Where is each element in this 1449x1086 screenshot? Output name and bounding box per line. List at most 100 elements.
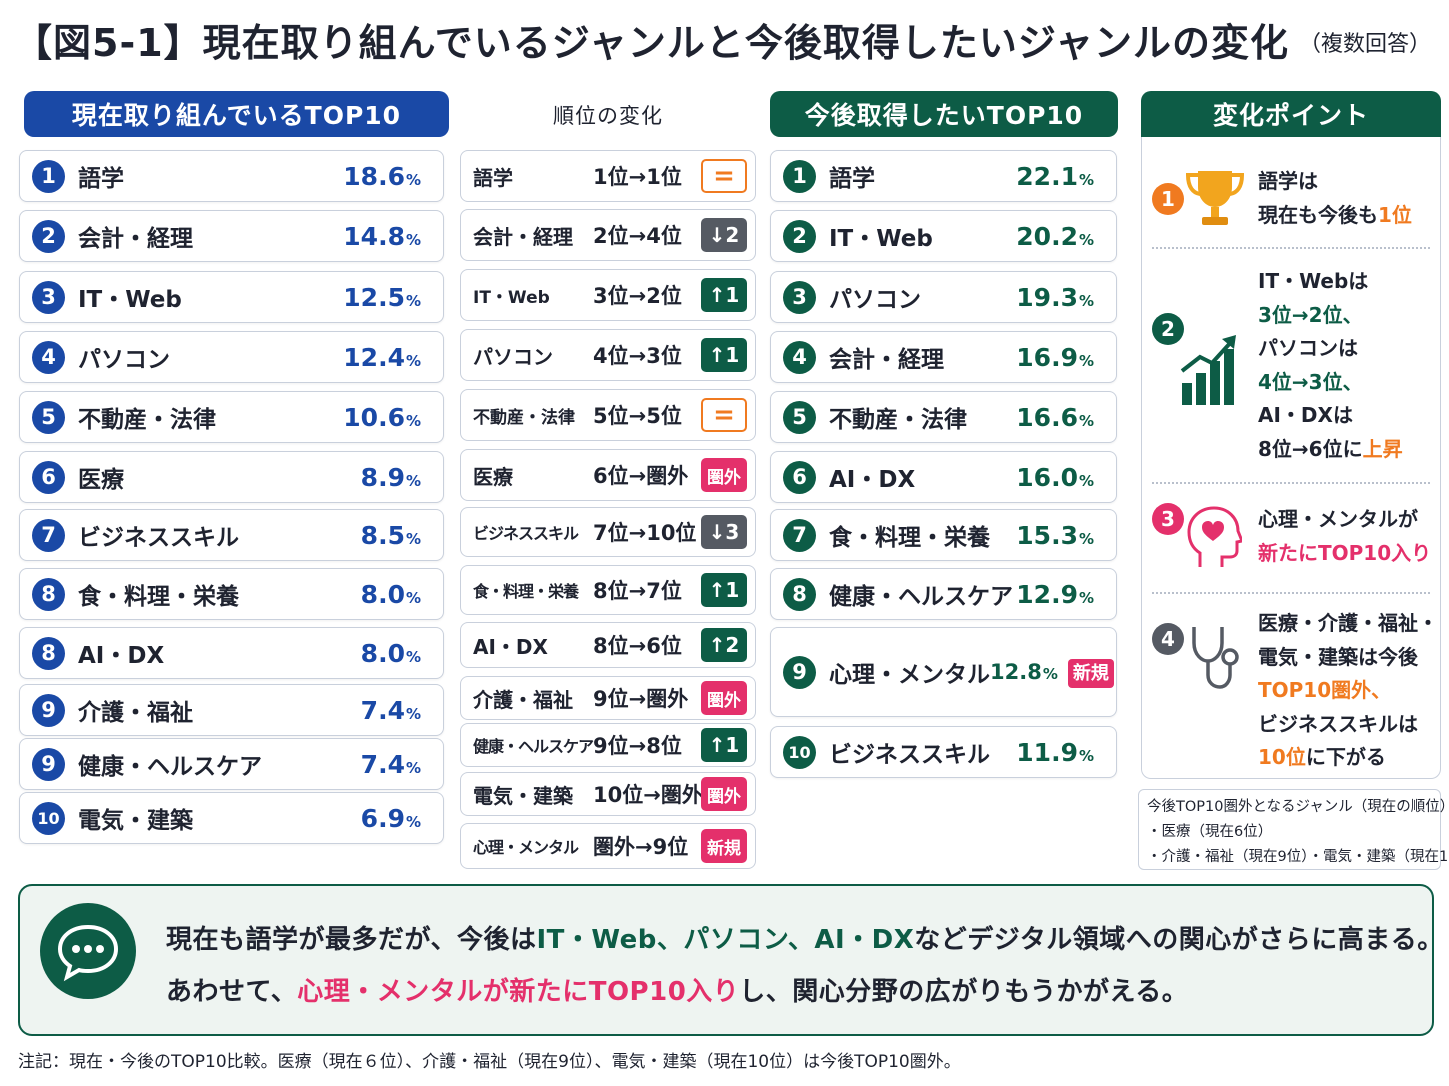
percent-value: 12.8% 新規 — [990, 659, 1114, 688]
point-1-line-1: 語学は — [1258, 169, 1318, 193]
new-badge: 新規 — [1067, 659, 1114, 688]
rank-number: 4 — [32, 340, 65, 374]
stethoscope-icon — [1192, 627, 1239, 689]
rank-number: 9 — [32, 747, 65, 781]
rank-change-text: 6位→圏外 — [593, 464, 689, 488]
up-badge: ↑1 — [701, 728, 747, 762]
down-badge: ↓3 — [701, 515, 747, 549]
table-row: 2 IT・Web 20.2% — [770, 210, 1117, 262]
separator — [1152, 592, 1430, 594]
percent-value: 12.4% — [343, 342, 421, 372]
table-row: 9 介護・福祉 7.4% — [19, 684, 444, 736]
table-row: 3 パソコン 19.3% — [770, 271, 1117, 323]
table-row: 会計・経理 2位→4位 ↓2 — [460, 209, 756, 261]
rank-number: 2 — [783, 219, 816, 253]
outside-box-line-2: ・介護・福祉（現在9位）・電気・建築（現在10位） — [1147, 849, 1449, 865]
genre-label: 会計・経理 — [473, 224, 573, 249]
table-row: ビジネススキル 7位→10位 ↓3 — [460, 507, 756, 557]
rank-number: 8 — [783, 577, 816, 611]
future-top10-header: 今後取得したいTOP10 — [770, 91, 1118, 137]
genre-label: 不動産・法律 — [78, 407, 216, 433]
genre-label: 食・料理・栄養 — [829, 525, 990, 551]
genre-label: 不動産・法律 — [473, 407, 575, 428]
genre-label: ビジネススキル — [473, 524, 579, 543]
percent-value: 18.6% — [343, 161, 421, 191]
table-row: 3 IT・Web 12.5% — [19, 271, 444, 323]
multiple-answer-note: （複数回答） — [1298, 32, 1431, 57]
summary-line-2: あわせて、心理・メンタルが新たにTOP10入りし、関心分野の広がりもうかがえる。 — [166, 977, 1189, 1007]
genre-label: 会計・経理 — [78, 226, 193, 252]
percent-value: 12.5% — [343, 282, 421, 312]
table-row: 5 不動産・法律 10.6% — [19, 391, 444, 443]
genre-label: 食・料理・栄養 — [473, 582, 579, 601]
up-badge: ↑1 — [701, 278, 747, 312]
percent-value: 8.0% — [360, 638, 421, 668]
table-row: AI・DX 8位→6位 ↑2 — [460, 622, 756, 668]
table-row: 健康・ヘルスケア 9位→8位 ↑1 — [460, 723, 756, 767]
genre-label: ビジネススキル — [78, 525, 239, 551]
table-row: 8 AI・DX 8.0% — [19, 627, 444, 679]
point-2-line-4: 4位→3位、 — [1258, 369, 1363, 394]
rank-number: 1 — [783, 159, 816, 193]
out-badge: 圏外 — [701, 458, 747, 492]
rank-number: 7 — [783, 518, 816, 552]
percent-value: 16.6% — [1016, 402, 1094, 432]
point-2-line-1: IT・Webは — [1258, 269, 1369, 293]
rank-change-text: 7位→10位 — [593, 521, 697, 545]
genre-label: 不動産・法律 — [829, 407, 967, 433]
rank-number: 3 — [32, 280, 65, 314]
genre-label: 心理・メンタル — [473, 838, 579, 857]
genre-label: パソコン — [473, 344, 553, 369]
change-points-panel: 1 語学は 現在も今後も1位 2 IT・Webは 3位→2位、 パソコンは — [1141, 137, 1441, 779]
rank-change-text: 8位→7位 — [593, 579, 682, 603]
genre-label: AI・DX — [78, 643, 165, 669]
current-top10-header: 現在取り組んでいるTOP10 — [24, 91, 449, 137]
percent-value: 15.3% — [1016, 520, 1094, 550]
table-row: 2 会計・経理 14.8% — [19, 210, 444, 262]
table-row: 心理・メンタル 圏外→9位 新規 — [460, 823, 756, 869]
table-row: 8 食・料理・栄養 8.0% — [19, 568, 444, 620]
out-badge: 圏外 — [701, 681, 747, 715]
rank-number: 2 — [32, 219, 65, 253]
separator — [1152, 247, 1430, 249]
rank-number: 9 — [32, 693, 65, 727]
percent-value: 16.9% — [1016, 342, 1094, 372]
outside-box-line-1: ・医療（現在6位） — [1147, 824, 1273, 840]
up-badge: ↑2 — [701, 628, 747, 662]
summary-line-1: 現在も語学が最多だが、今後はIT・Web、パソコン、AI・DXなどデジタル領域へ… — [166, 925, 1444, 955]
table-row: 食・料理・栄養 8位→7位 ↑1 — [460, 565, 756, 615]
rank-change-text: 2位→4位 — [593, 224, 682, 248]
percent-value: 8.5% — [360, 520, 421, 550]
rank-change-text: 10位→圏外 — [593, 783, 703, 807]
trophy-icon — [1185, 171, 1245, 225]
genre-label: 語学 — [78, 166, 124, 192]
percent-value: 12.9% — [1016, 579, 1094, 609]
table-row: 4 会計・経理 16.9% — [770, 331, 1117, 383]
table-row: 5 不動産・法律 16.6% — [770, 391, 1117, 443]
rank-number: 10 — [783, 735, 816, 769]
genre-label: IT・Web — [829, 226, 933, 252]
rank-number: 6 — [783, 460, 816, 494]
table-row: 医療 6位→圏外 圏外 — [460, 449, 756, 501]
point-number: 1 — [1152, 183, 1184, 215]
rank-change-text: 3位→2位 — [593, 284, 682, 308]
footnote: 注記：現在・今後のTOP10比較。医療（現在６位）、介護・福祉（現在9位）、電気… — [18, 1052, 961, 1072]
point-2-line-5: AI・DXは — [1258, 403, 1353, 427]
point-2-line-3: パソコンは — [1258, 336, 1358, 360]
rank-change-text: 5位→5位 — [593, 404, 682, 428]
table-row: 不動産・法律 5位→5位 = — [460, 389, 756, 441]
rank-number: 1 — [32, 159, 65, 193]
same-badge: = — [701, 159, 747, 193]
genre-label: ビジネススキル — [829, 742, 990, 768]
genre-label: 医療 — [78, 467, 124, 493]
point-number: 3 — [1152, 503, 1184, 535]
genre-label: IT・Web — [78, 287, 182, 313]
genre-label: パソコン — [78, 347, 170, 373]
percent-value: 20.2% — [1016, 221, 1094, 251]
genre-label: パソコン — [829, 287, 921, 313]
rank-change-text: 9位→8位 — [593, 734, 682, 758]
rank-number: 8 — [32, 577, 65, 611]
out-badge: 圏外 — [701, 777, 747, 811]
genre-label: IT・Web — [473, 287, 550, 308]
table-row: 9 心理・メンタル 12.8% 新規 — [770, 627, 1117, 717]
